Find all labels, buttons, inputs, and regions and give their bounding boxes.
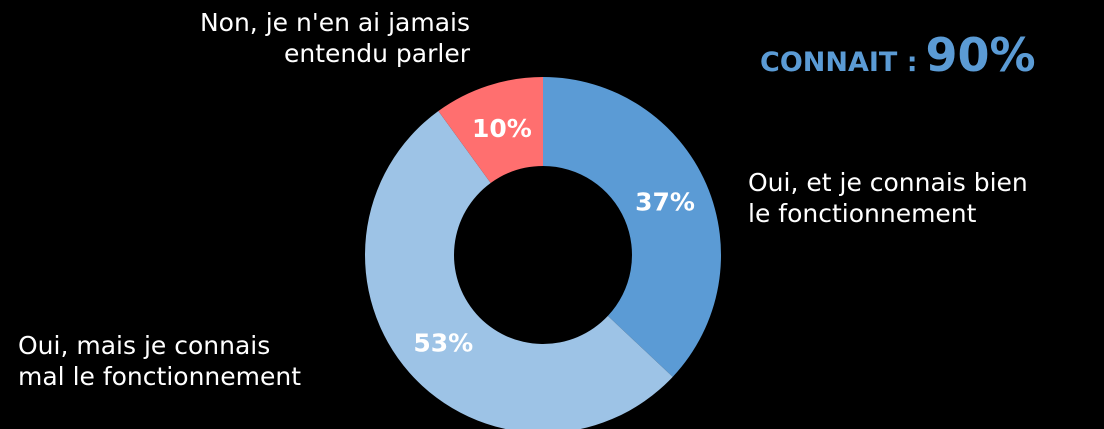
donut-slice-non xyxy=(438,77,543,183)
category-label-line: mal le fonctionnement xyxy=(18,362,302,391)
category-label-oui-bien: Oui, et je connais bien le fonctionnemen… xyxy=(748,167,1028,229)
category-label-line: entendu parler xyxy=(284,39,470,68)
headline-value: 90% xyxy=(925,28,1036,82)
category-label-line: Non, je n'en ai jamais xyxy=(199,8,470,37)
category-label-oui-mal: Oui, mais je connais mal le fonctionneme… xyxy=(18,330,301,392)
headline-label: CONNAIT : xyxy=(760,47,918,78)
donut-slice-oui-bien xyxy=(543,77,721,377)
donut-slice-oui-mal xyxy=(365,110,673,429)
donut-slices xyxy=(365,77,721,429)
category-label-line: le fonctionnement xyxy=(748,199,977,228)
headline-connait: CONNAIT : 90% xyxy=(760,28,1036,82)
category-label-line: Oui, et je connais bien xyxy=(748,168,1028,197)
data-label-oui-bien: 37% xyxy=(635,188,695,217)
data-label-non: 10% xyxy=(472,114,532,143)
data-label-oui-mal: 53% xyxy=(413,328,473,357)
category-label-line: Oui, mais je connais xyxy=(18,331,271,360)
donut-slice-labels: 37% 53% 10% xyxy=(413,114,695,357)
category-label-non: Non, je n'en ai jamais entendu parler xyxy=(200,7,470,69)
